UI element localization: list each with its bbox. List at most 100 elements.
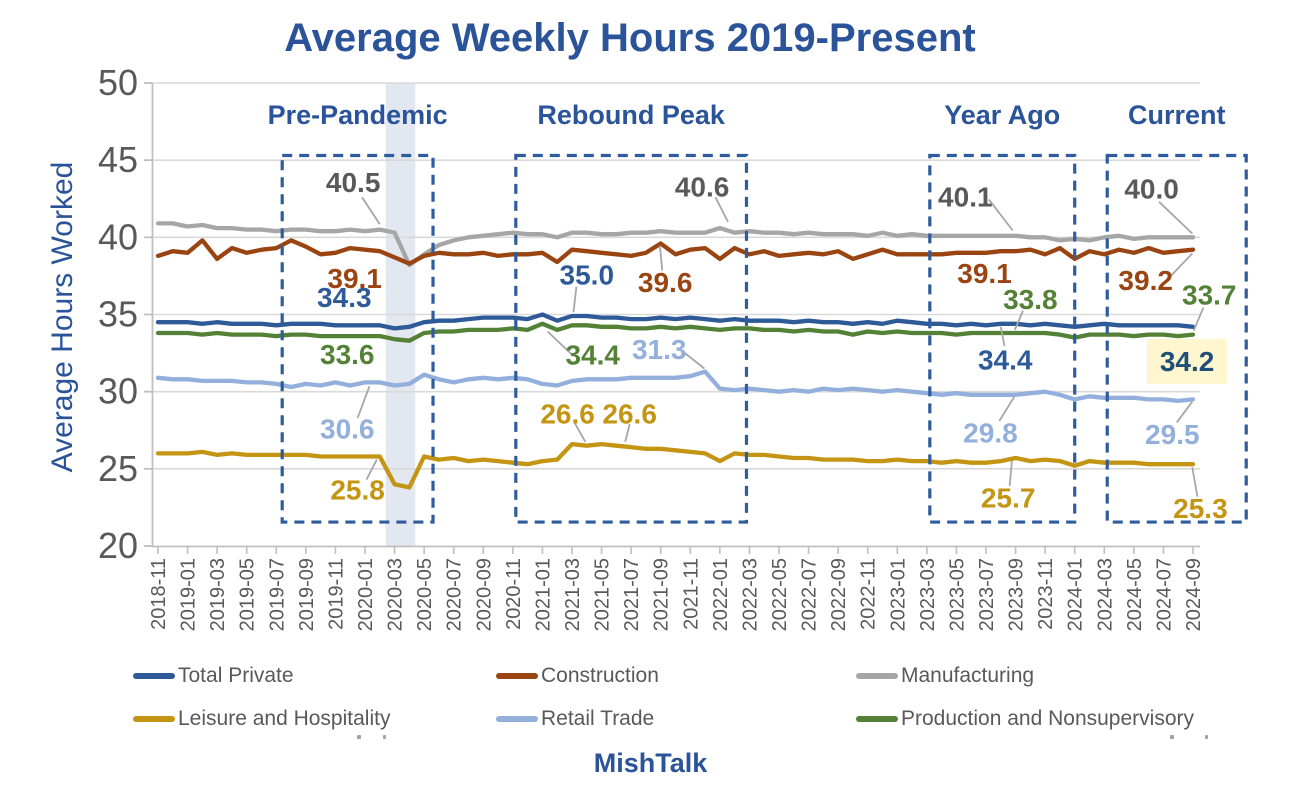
data-label-39.1: 39.1: [327, 263, 382, 294]
x-tick-label-2022-11: 2022-11: [858, 558, 880, 630]
leader-line-33.7: [1192, 307, 1205, 332]
x-tick-label-2020-03: 2020-03: [385, 558, 407, 631]
legend-swatch-manufacturing: [856, 673, 898, 679]
data-label-31.3: 31.3: [632, 334, 687, 365]
x-tick-label-2022-03: 2022-03: [739, 558, 761, 631]
y-tick-label-20: 20: [98, 525, 138, 566]
y-tick-label-30: 30: [98, 371, 138, 412]
x-tick-label-2020-11: 2020-11: [503, 558, 525, 630]
data-label-26.6: 26.6: [602, 398, 657, 429]
data-label-33.7: 33.7: [1182, 279, 1237, 310]
data-label-25.8: 25.8: [330, 475, 385, 506]
box-header-pre-pandemic: Pre-Pandemic: [268, 100, 448, 130]
leader-line-40.6: [714, 196, 729, 223]
leader-line-33.8: [1014, 310, 1024, 331]
leader-line-26.6: [624, 423, 631, 443]
x-tick-label-2021-05: 2021-05: [592, 558, 614, 631]
x-tick-label-2020-09: 2020-09: [473, 558, 495, 631]
leader-line-39.6: [659, 245, 664, 271]
x-tick-label-2019-09: 2019-09: [296, 558, 318, 631]
data-label-34.4: 34.4: [978, 344, 1033, 375]
leader-line-31.3: [679, 348, 705, 370]
x-tick-label-2021-01: 2021-01: [532, 558, 554, 631]
data-label-39.2: 39.2: [1118, 265, 1173, 296]
legend-swatch-construction: [496, 673, 538, 679]
y-tick-label-25: 25: [98, 448, 138, 489]
chart-title: Average Weekly Hours 2019-Present: [284, 16, 976, 60]
x-tick-label-2024-03: 2024-03: [1094, 558, 1116, 631]
leader-line-40.1: [988, 198, 1014, 231]
series-line-manufacturing: [155, 221, 1196, 268]
y-tick-label-35: 35: [98, 294, 138, 335]
data-label-40.6: 40.6: [675, 171, 730, 202]
data-label-26.6: 26.6: [540, 398, 595, 429]
x-tick-label-2021-11: 2021-11: [680, 558, 702, 630]
x-tick-label-2019-07: 2019-07: [266, 558, 288, 631]
leader-line-39.2: [1168, 252, 1193, 279]
data-label-25.7: 25.7: [981, 482, 1036, 513]
x-tick-label-2019-01: 2019-01: [178, 558, 200, 631]
data-label-39.1: 39.1: [957, 258, 1012, 289]
legend-swatch-leisure-and-hospitality: [133, 716, 175, 722]
y-tick-label-45: 45: [98, 139, 138, 180]
x-tick-label-2019-05: 2019-05: [237, 558, 259, 631]
period-box-current: [1105, 153, 1248, 524]
legend-item-leisure-and-hospitality: Leisure and Hospitality: [133, 706, 390, 732]
x-tick-label-2023-07: 2023-07: [976, 558, 998, 631]
x-tick-label-2022-01: 2022-01: [710, 558, 732, 631]
legend-item-retail-trade: Retail Trade: [496, 706, 654, 732]
legend-label-total-private: Total Private: [178, 664, 294, 687]
clipped-text-fragment: [1170, 735, 1174, 739]
x-tick-label-2019-11: 2019-11: [325, 558, 347, 630]
x-tick-label-2023-11: 2023-11: [1035, 558, 1057, 630]
data-label-29.5: 29.5: [1145, 419, 1200, 450]
x-tick-label-2024-07: 2024-07: [1153, 558, 1175, 631]
data-label-40.5: 40.5: [326, 167, 381, 198]
x-tick-label-2022-05: 2022-05: [769, 558, 791, 631]
series-line-total-private: [155, 312, 1196, 331]
box-header-year-ago: Year Ago: [944, 100, 1060, 130]
leader-line-40.5: [361, 196, 381, 225]
leader-line-35.0: [572, 286, 578, 313]
legend-label-manufacturing: Manufacturing: [901, 664, 1035, 687]
leader-line-34.4: [999, 326, 1006, 347]
series-line-construction: [155, 238, 1196, 266]
clipped-text-fragment: [357, 735, 361, 739]
series-line-leisure-and-hospitality: [155, 441, 1196, 490]
x-tick-label-2023-03: 2023-03: [917, 558, 939, 631]
data-label-33.6: 33.6: [320, 339, 375, 370]
legend-swatch-retail-trade: [496, 716, 538, 722]
leader-line-29.5: [1176, 401, 1193, 424]
data-label-29.8: 29.8: [963, 418, 1018, 449]
period-box-pre-pandemic: [280, 153, 435, 524]
leader-line-29.8: [998, 396, 1015, 422]
legend-label-production-and-nonsupervisory: Production and Nonsupervisory: [901, 707, 1194, 730]
legend-swatch-production-and-nonsupervisory: [856, 716, 898, 722]
legend-item-construction: Construction: [496, 663, 659, 689]
box-header-current: Current: [1128, 100, 1226, 130]
x-tick-label-2022-09: 2022-09: [828, 558, 850, 631]
legend-swatch-total-private: [133, 673, 175, 679]
data-label-40.1: 40.1: [938, 181, 993, 212]
data-label-35.0: 35.0: [560, 259, 615, 290]
legend-item-total-private: Total Private: [133, 663, 294, 689]
legend-label-construction: Construction: [541, 664, 659, 687]
clipped-text-fragment: [1205, 735, 1208, 739]
leader-line-25.3: [1191, 467, 1199, 497]
x-tick-label-2020-07: 2020-07: [444, 558, 466, 631]
x-tick-label-2020-01: 2020-01: [355, 558, 377, 631]
legend-item-manufacturing: Manufacturing: [856, 663, 1034, 689]
legend-label-leisure-and-hospitality: Leisure and Hospitality: [178, 707, 391, 730]
data-label-30.6: 30.6: [320, 414, 375, 445]
data-label-40.0: 40.0: [1124, 174, 1179, 205]
clipped-text-fragment: [383, 735, 386, 739]
leader-line-26.6: [574, 422, 587, 443]
x-tick-label-2021-07: 2021-07: [621, 558, 643, 631]
x-tick-label-2021-09: 2021-09: [651, 558, 673, 631]
data-label-33.8: 33.8: [1003, 284, 1058, 315]
x-tick-label-2024-09: 2024-09: [1183, 558, 1205, 631]
x-tick-label-2021-03: 2021-03: [562, 558, 584, 631]
x-tick-label-2023-01: 2023-01: [887, 558, 909, 631]
data-label-39.6: 39.6: [638, 267, 693, 298]
